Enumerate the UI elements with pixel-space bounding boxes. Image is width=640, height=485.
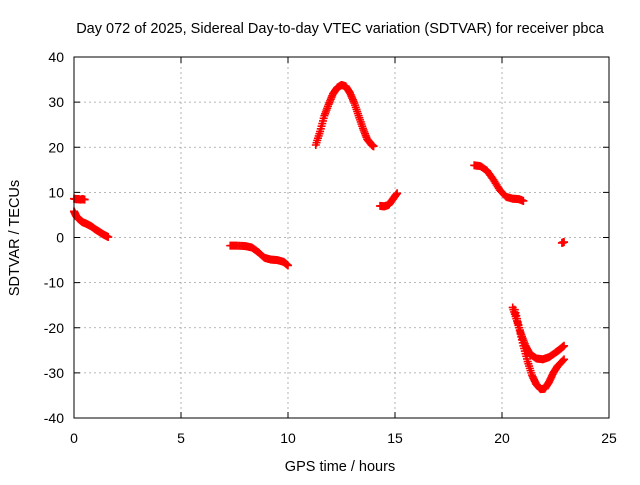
series-arc-3: [311, 80, 378, 151]
y-tick-label: -40: [44, 410, 64, 426]
plot-frame: [73, 56, 610, 419]
series-arc-5: [470, 161, 528, 205]
data-point: [560, 355, 569, 364]
series-arc-2: [226, 241, 292, 270]
x-tick-label: 10: [280, 430, 296, 446]
chart-title: Day 072 of 2025, Sidereal Day-to-day VTE…: [76, 21, 605, 37]
data-point: [284, 261, 292, 270]
x-axis-label: GPS time / hours: [285, 459, 395, 475]
series-arc-1b: [70, 207, 113, 242]
series-arc-4: [376, 189, 402, 211]
y-tick-label: -30: [44, 365, 64, 381]
data-point: [519, 196, 528, 205]
data-point: [104, 233, 113, 242]
data-point: [369, 142, 378, 151]
y-tick-label: 10: [48, 184, 64, 200]
series-arc-7: [557, 238, 569, 247]
y-tick-label: 20: [48, 139, 64, 155]
y-tick-label: 40: [48, 49, 64, 65]
data-point: [560, 341, 569, 350]
x-tick-label: 15: [387, 430, 403, 446]
x-tick-label: 25: [601, 430, 617, 446]
y-tick-label: 30: [48, 94, 64, 110]
data-point: [560, 238, 569, 247]
y-tick-label: 0: [56, 230, 64, 246]
data-point: [393, 189, 402, 198]
data-point: [558, 356, 567, 365]
series-arc-6b: [510, 305, 569, 394]
x-tick-label: 20: [494, 430, 510, 446]
data-point: [80, 195, 89, 204]
y-tick-label: -10: [44, 275, 64, 291]
data-marks: [70, 80, 569, 394]
y-tick-label: -20: [44, 320, 64, 336]
y-axis-label: SDTVAR / TECUs: [7, 180, 23, 296]
x-tick-label: 5: [177, 430, 185, 446]
x-tick-label: 0: [70, 430, 78, 446]
series-arc-1a: [70, 194, 89, 204]
